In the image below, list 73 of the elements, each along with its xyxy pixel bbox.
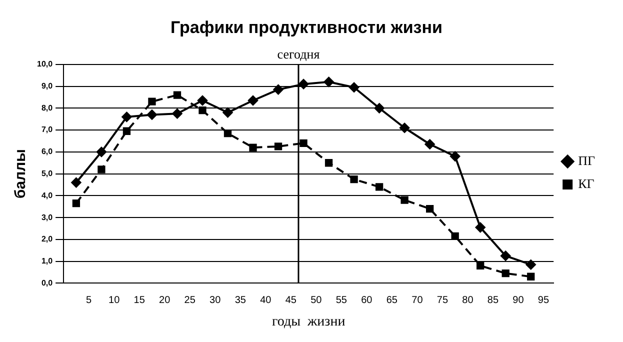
y-tick-label: 0,0 [41,278,54,288]
x-tick-label: 25 [184,294,196,306]
point [300,139,308,147]
x-tick-label: 40 [260,294,272,306]
y-tick-label: 5,0 [41,169,54,178]
point [400,196,408,204]
ref-line-label: сегодня [277,46,320,62]
point [197,96,208,106]
point [526,260,536,270]
x-tick-label: 35 [234,294,246,306]
x-tick-label: 80 [462,294,474,306]
point [350,175,358,184]
point [500,250,511,261]
point [249,144,257,152]
point [273,84,284,95]
point [324,76,334,87]
x-axis-title: годы жизни [272,314,346,330]
x-tick-label: 55 [336,294,348,306]
y-tick-label: 10,0 [36,60,54,69]
x-tick-label: 30 [210,294,222,306]
chart-title: Графики продуктивности жизни [170,18,442,37]
point [424,139,435,150]
point [298,79,309,90]
point [98,166,106,174]
y-tick-label: 1,0 [41,256,54,266]
x-tick-label: 95 [538,294,550,306]
point [122,127,131,135]
point [146,110,157,120]
point [173,91,182,99]
y-axis-title: баллы [12,149,30,199]
x-tick-label: 75 [436,294,448,306]
point [72,200,80,208]
x-tick-label: 45 [285,294,297,306]
point [426,204,434,213]
point [198,106,206,114]
point [502,270,510,278]
point [450,151,460,162]
point [349,82,360,92]
x-tick-label: 85 [487,294,499,306]
point [148,98,156,106]
point [248,96,258,106]
point [476,262,484,270]
point [274,142,282,150]
point [222,108,233,118]
legend-label: КГ [578,176,595,191]
point [451,232,459,240]
x-tick-label: 10 [108,294,120,306]
y-tick-label: 6,0 [41,147,54,156]
point [172,108,182,119]
y-tick-label: 8,0 [41,103,54,112]
point [374,103,384,114]
y-tick-label: 2,0 [41,234,54,244]
y-tick-label: 7,0 [41,125,54,134]
x-tick-label: 90 [512,294,524,306]
x-tick-label: 15 [134,294,146,306]
y-tick-label: 4,0 [41,190,54,200]
point [375,183,384,191]
point [324,159,333,167]
y-tick-label: 3,0 [41,212,54,222]
point [96,146,106,157]
point [527,272,535,280]
point [475,222,486,232]
x-tick-label: 20 [159,294,171,306]
y-tick-label: 9,0 [41,81,54,90]
point [122,112,132,122]
x-tick-label: 50 [310,294,322,306]
point [71,178,82,188]
point [400,122,410,133]
legend-label: ПГ [578,152,596,168]
x-tick-label: 70 [412,294,424,306]
x-tick-label: 65 [386,294,398,306]
x-tick-label: 60 [361,294,373,306]
x-tick-label: 5 [86,294,92,306]
